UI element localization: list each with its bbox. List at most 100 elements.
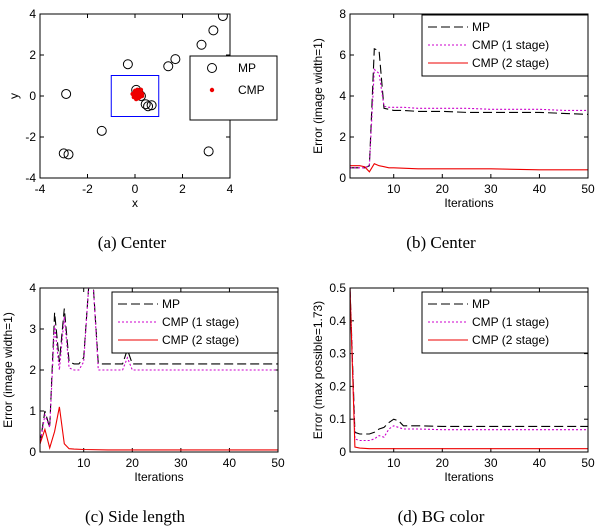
axes-frame-b: [349, 13, 589, 179]
point-a-1-12: [130, 91, 135, 97]
point-a-0-12: [146, 100, 157, 111]
legend-b: MP CMP (1 stage) CMP (2 stage): [421, 14, 589, 77]
caption-a: (a) Center: [98, 233, 167, 252]
series-line-c-2: [40, 406, 278, 451]
ytick-label-d-5: 0.5: [329, 281, 346, 295]
ytick-label-d-0: 0: [339, 445, 346, 459]
point-a-1-13: [135, 87, 140, 93]
ytick-label-b-3: 6: [339, 48, 346, 62]
xtick-label-d-4: 50: [581, 456, 595, 470]
point-a-0-3: [170, 54, 181, 65]
xtick-label-b-4: 50: [581, 182, 595, 196]
xlabel-b: Iterations: [444, 196, 493, 210]
panel-a: (a) Center -4 -2 0 2 4 -4 -2 0 2 4 x y MP CMP: [7, 7, 278, 252]
ytick-label-c-2: 2: [29, 363, 36, 377]
xtick-label-c-4: 50: [271, 456, 285, 470]
xlabel-c: Iterations: [134, 470, 183, 484]
ytick-label-d-2: 0.2: [329, 379, 346, 393]
xtick-label-b-0: 10: [387, 182, 401, 196]
point-a-0-16: [203, 146, 214, 157]
legend-label-a-1: CMP: [238, 83, 265, 97]
series-line-b-0: [350, 47, 588, 169]
panel-b: (b) Center 10 20 30 40 50 0 2 4 6 8 Iterations Erro…: [311, 7, 595, 252]
xtick-label-d-3: 40: [533, 456, 547, 470]
xtick-label-b-2: 30: [484, 182, 498, 196]
xtick-label-c-3: 40: [223, 456, 237, 470]
xtick-label-a-0: -4: [35, 182, 46, 196]
point-a-0-0: [217, 14, 228, 22]
axes-frame-c: [39, 287, 279, 453]
legend-label-b-2: CMP (2 stage): [472, 56, 549, 70]
xlabel-d: Iterations: [444, 470, 493, 484]
plot-area-c: [40, 288, 278, 451]
ytick-label-c-3: 3: [29, 322, 36, 336]
plot-area-b: [350, 47, 588, 173]
ytick-label-a-0: -4: [25, 171, 36, 185]
ytick-label-c-1: 1: [29, 404, 36, 418]
xtick-label-a-3: 2: [179, 182, 186, 196]
legend-label-c-1: CMP (1 stage): [162, 315, 239, 329]
xtick-label-d-1: 20: [436, 456, 450, 470]
ytick-label-b-1: 2: [339, 130, 346, 144]
ytick-label-a-1: -2: [25, 130, 36, 144]
point-a-0-1: [208, 25, 219, 36]
ytick-label-d-1: 0.1: [329, 412, 346, 426]
series-line-d-2: [350, 288, 588, 450]
ylabel-b: Error (image width=1): [311, 38, 325, 154]
point-a-0-15: [63, 149, 74, 160]
ytick-label-b-2: 4: [339, 89, 346, 103]
series-line-b-2: [350, 163, 588, 173]
xtick-label-d-0: 10: [387, 456, 401, 470]
point-a-0-5: [122, 59, 133, 70]
series-line-b-1: [350, 68, 588, 169]
series-line-c-1: [40, 288, 278, 444]
point-a-0-13: [96, 125, 107, 136]
xlabel-a: x: [132, 196, 138, 210]
caption-c: (c) Side length: [85, 507, 186, 526]
series-line-c-0: [40, 288, 278, 444]
ytick-label-c-0: 0: [29, 445, 36, 459]
point-a-1-8: [133, 96, 139, 102]
legend-label-b-0: MP: [472, 20, 490, 34]
xtick-label-b-1: 20: [436, 182, 450, 196]
point-a-0-6: [61, 88, 72, 99]
point-a-1-14: [139, 91, 145, 97]
legend-marker-a-0: [207, 63, 217, 73]
caption-b: (b) Center: [406, 233, 476, 252]
ytick-label-a-2: 0: [29, 89, 36, 103]
ytick-label-b-0: 0: [339, 171, 346, 185]
legend-label-b-1: CMP (1 stage): [472, 38, 549, 52]
ylabel-d: Error (max possible=1.73): [311, 301, 325, 439]
legend-a: MP CMP: [189, 55, 278, 121]
ylabel-a: y: [7, 93, 21, 99]
ytick-label-a-4: 4: [29, 7, 36, 21]
legend-c: MP CMP (1 stage) CMP (2 stage): [111, 291, 279, 354]
caption-d: (d) BG color: [398, 507, 485, 526]
series-line-d-0: [350, 288, 588, 435]
legend-label-d-1: CMP (1 stage): [472, 315, 549, 329]
xtick-label-a-1: -2: [82, 182, 93, 196]
legend-label-c-2: CMP (2 stage): [162, 333, 239, 347]
ytick-label-d-4: 0.4: [329, 314, 346, 328]
axes-frame-d: [349, 287, 589, 453]
ylabel-c: Error (image width=1): [1, 312, 15, 428]
point-a-0-4: [163, 61, 174, 72]
plot-area-a: [58, 14, 228, 160]
ytick-label-c-4: 4: [29, 281, 36, 295]
ytick-label-a-3: 2: [29, 48, 36, 62]
legend-d: MP CMP (1 stage) CMP (2 stage): [421, 291, 589, 354]
legend-box-a: [189, 55, 278, 121]
xtick-label-c-1: 20: [126, 456, 140, 470]
xtick-label-a-4: 4: [227, 182, 234, 196]
xtick-label-d-2: 30: [484, 456, 498, 470]
point-a-0-14: [58, 148, 69, 159]
point-a-1-11: [137, 94, 142, 100]
panel-c: (c) Side length 10 20 30 40 50 0 1 2 3 4 Iteration…: [1, 281, 285, 526]
zoom-box-a: [110, 75, 160, 117]
xtick-label-a-2: 0: [132, 182, 139, 196]
ytick-label-d-3: 0.3: [329, 347, 346, 361]
xtick-label-b-3: 40: [533, 182, 547, 196]
legend-marker-a-1: [209, 87, 215, 93]
point-a-0-10: [140, 99, 151, 110]
